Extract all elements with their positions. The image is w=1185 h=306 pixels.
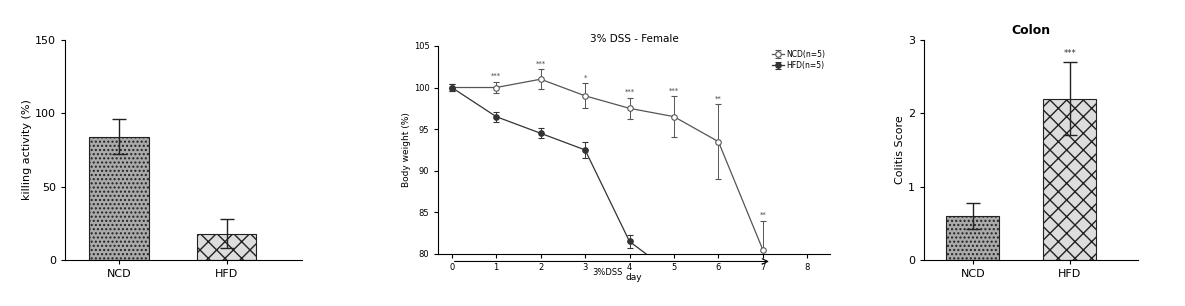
Text: **: **	[715, 96, 722, 102]
Text: *: *	[583, 75, 587, 81]
Text: 3%DSS: 3%DSS	[592, 268, 622, 277]
X-axis label: day: day	[626, 273, 642, 282]
Legend: NCD(n=5), HFD(n=5): NCD(n=5), HFD(n=5)	[773, 50, 826, 70]
Bar	[1043, 99, 1096, 260]
Text: **: **	[760, 212, 767, 218]
Bar	[89, 137, 148, 260]
Y-axis label: Body weight (%): Body weight (%)	[402, 113, 411, 187]
Text: ***: ***	[668, 87, 679, 93]
Y-axis label: killing activity (%): killing activity (%)	[23, 99, 32, 200]
Bar	[946, 216, 999, 260]
Text: ***: ***	[536, 61, 546, 67]
Title: 3% DSS - Female: 3% DSS - Female	[590, 34, 678, 44]
Text: ***: ***	[624, 89, 635, 95]
Y-axis label: Colitis Score: Colitis Score	[896, 116, 905, 184]
Title: Colon: Colon	[1011, 24, 1051, 37]
Text: ***: ***	[491, 73, 501, 79]
Bar	[197, 234, 256, 260]
Text: ***: ***	[1063, 49, 1076, 58]
